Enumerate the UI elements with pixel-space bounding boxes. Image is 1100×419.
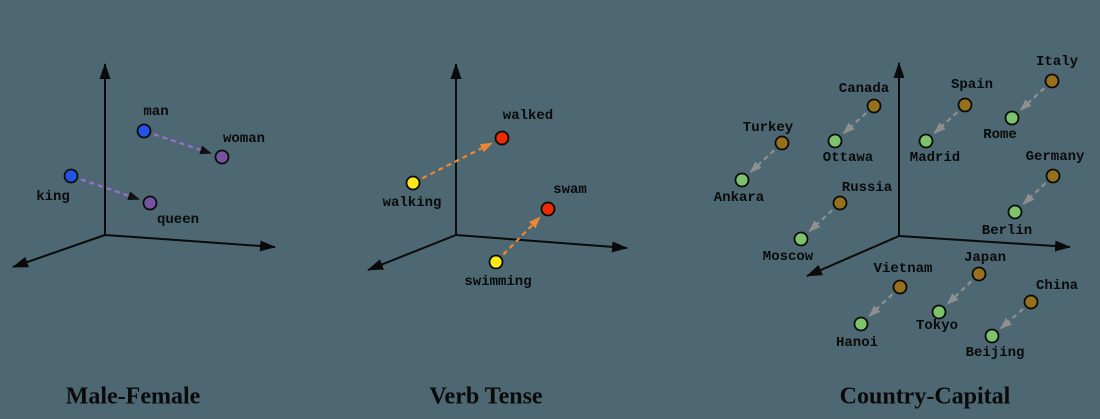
- point-canada: [866, 98, 882, 114]
- point-russia: [832, 195, 848, 211]
- arrow-italy-rome: [1019, 87, 1046, 111]
- label-man: man: [143, 104, 169, 120]
- label-china: China: [1035, 278, 1079, 294]
- label-vietnam: Vietnam: [873, 261, 933, 277]
- label-berlin: Berlin: [981, 223, 1033, 239]
- label-madrid: Madrid: [909, 150, 961, 166]
- panel-title-country-capital: Country-Capital: [839, 383, 1011, 410]
- point-germany: [1045, 168, 1061, 184]
- point-vietnam: [892, 279, 908, 295]
- label-ankara: Ankara: [713, 190, 765, 206]
- label-italy: Italy: [1035, 54, 1079, 70]
- panel-title-verb-tense: Verb Tense: [429, 383, 543, 410]
- arrow-japan-tokyo: [946, 280, 973, 305]
- point-queen: [142, 195, 158, 211]
- label-russia: Russia: [841, 180, 893, 196]
- point-moscow: [793, 231, 809, 247]
- label-canada: Canada: [838, 81, 890, 97]
- arrow-king-queen: [80, 178, 141, 201]
- label-rome: Rome: [983, 127, 1017, 143]
- point-china: [1023, 294, 1039, 310]
- point-walked: [494, 130, 510, 146]
- point-rome: [1004, 110, 1020, 126]
- label-hanoi: Hanoi: [835, 335, 879, 351]
- point-italy: [1044, 73, 1060, 89]
- point-madrid: [918, 133, 934, 149]
- arrow-germany-berlin: [1022, 182, 1047, 205]
- point-man: [136, 123, 152, 139]
- arrow-walking-walked: [421, 142, 493, 180]
- arrow-russia-moscow: [808, 209, 834, 233]
- arrow-vietnam-hanoi: [868, 293, 894, 317]
- point-walking: [405, 175, 421, 191]
- point-berlin: [1007, 204, 1023, 220]
- label-beijing: Beijing: [965, 345, 1025, 361]
- x-axis: [898, 235, 1071, 252]
- point-ankara: [734, 172, 750, 188]
- z-axis: [367, 234, 457, 271]
- label-turkey: Turkey: [742, 120, 794, 136]
- point-woman: [214, 149, 230, 165]
- x-axis: [104, 234, 276, 252]
- label-swimming: swimming: [464, 274, 532, 290]
- z-axis: [12, 234, 106, 268]
- point-japan: [971, 266, 987, 282]
- label-queen: queen: [156, 212, 200, 228]
- point-king: [63, 168, 79, 184]
- point-turkey: [774, 135, 790, 151]
- point-swimming: [488, 254, 504, 270]
- arrow-spain-madrid: [933, 111, 959, 135]
- point-tokyo: [931, 304, 947, 320]
- arrow-swimming-swam: [502, 216, 541, 256]
- x-axis: [455, 234, 628, 253]
- label-tokyo: Tokyo: [915, 318, 959, 334]
- arrow-turkey-ankara: [749, 149, 776, 173]
- point-hanoi: [853, 316, 869, 332]
- label-walking: walking: [382, 195, 442, 211]
- arrow-china-beijing: [999, 308, 1024, 330]
- label-woman: woman: [222, 131, 266, 147]
- panel-title-male-female: Male-Female: [65, 383, 201, 410]
- point-ottawa: [827, 133, 843, 149]
- point-swam: [540, 201, 556, 217]
- label-ottawa: Ottawa: [822, 150, 874, 166]
- label-swam: swam: [553, 182, 587, 198]
- label-spain: Spain: [950, 77, 994, 93]
- point-beijing: [984, 328, 1000, 344]
- label-moscow: Moscow: [762, 249, 814, 265]
- z-axis: [806, 235, 900, 277]
- label-walked: walked: [502, 108, 554, 124]
- label-king: king: [36, 189, 70, 205]
- arrow-man-woman: [153, 133, 213, 155]
- label-japan: Japan: [963, 250, 1007, 266]
- point-spain: [957, 97, 973, 113]
- arrow-canada-ottawa: [842, 112, 867, 135]
- label-germany: Germany: [1025, 149, 1085, 165]
